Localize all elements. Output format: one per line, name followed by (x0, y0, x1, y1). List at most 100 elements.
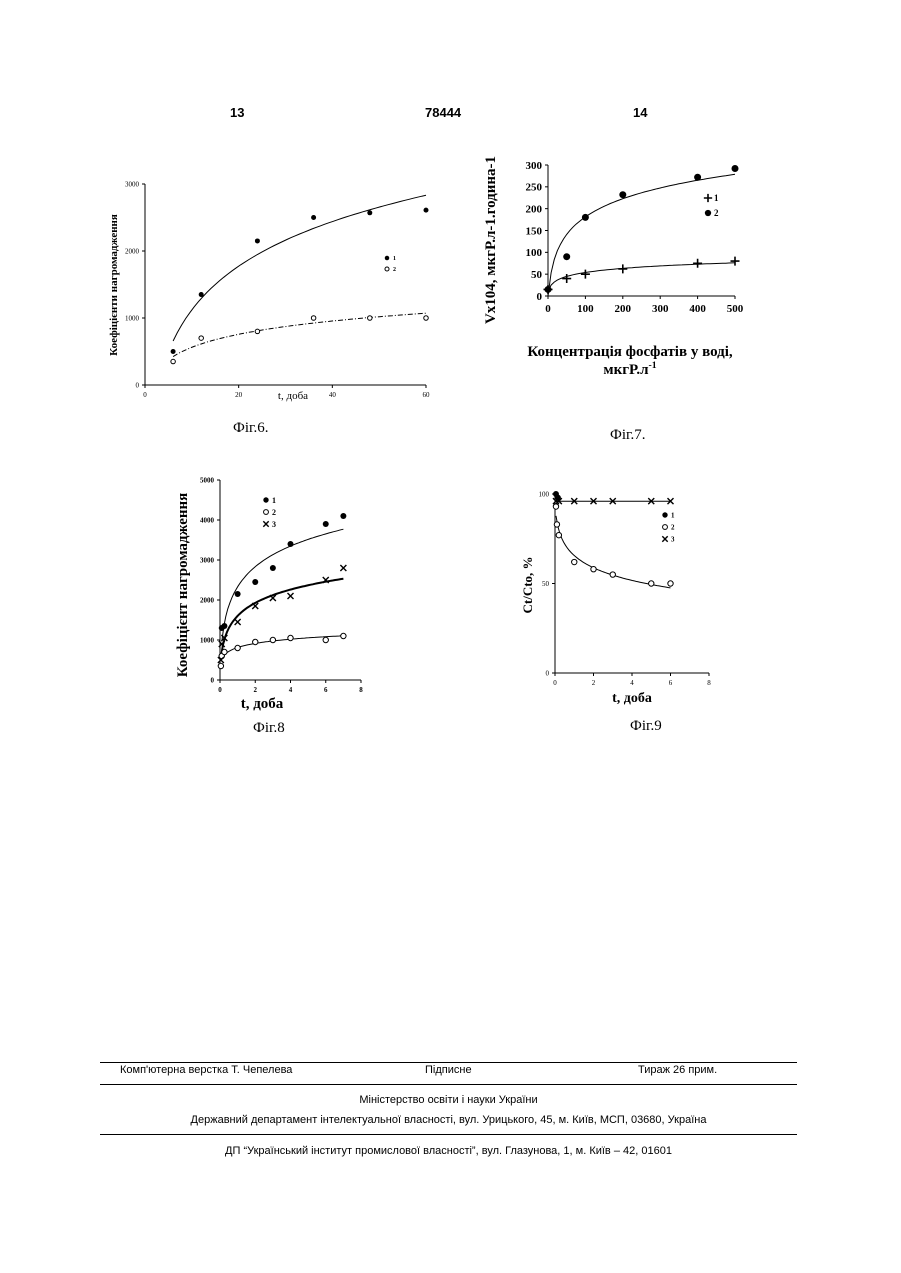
x-tick-label: 0 (218, 686, 222, 694)
x-tick-label: 500 (727, 303, 744, 315)
data-point (255, 238, 260, 243)
figure-6-caption: Фіг.6. (233, 420, 268, 437)
data-point (572, 559, 577, 564)
x-tick-label: 8 (359, 686, 363, 694)
data-point (199, 336, 204, 341)
x-tick-label: 100 (577, 303, 594, 315)
y-tick-label: 100 (539, 490, 550, 498)
y-tick-label: 3000 (200, 556, 215, 564)
data-point (554, 522, 559, 527)
data-point (323, 521, 329, 527)
footer-rule-middle (100, 1084, 797, 1085)
data-point (270, 637, 275, 642)
legend-marker-2 (663, 525, 668, 530)
data-point (619, 191, 626, 198)
data-point (311, 215, 316, 220)
y-tick-label: 200 (526, 204, 543, 216)
data-point (288, 635, 293, 640)
data-point (424, 208, 429, 213)
x-tick-label: 0 (553, 679, 557, 687)
y-tick-label: 4000 (200, 516, 215, 524)
x-tick-label: 4 (630, 679, 634, 687)
data-point (218, 663, 223, 668)
data-point (367, 210, 372, 215)
legend-marker-1 (263, 497, 268, 502)
x-axis-label: t, доба (241, 696, 284, 712)
x-tick-label: 20 (235, 391, 243, 399)
x-axis-label: t, доба (278, 390, 308, 402)
data-point (668, 581, 673, 586)
footer-rule-top (100, 1062, 797, 1063)
data-point (171, 349, 176, 354)
legend-label-1: 1 (714, 193, 719, 203)
figure-9-caption: Фіг.9 (630, 718, 662, 735)
data-point (553, 504, 558, 509)
y-tick-label: 50 (531, 269, 543, 281)
footer-subscription: Підписне (425, 1064, 472, 1076)
x-tick-label: 0 (545, 303, 551, 315)
y-tick-label: 0 (211, 676, 215, 684)
footer-typesetter: Комп'ютерна верстка Т. Чепелева (120, 1064, 292, 1076)
data-point (610, 572, 615, 577)
page-number-right: 14 (633, 105, 647, 120)
y-tick-label: 2000 (200, 596, 215, 604)
footer-rule-bottom (100, 1134, 797, 1135)
legend-label-2: 2 (393, 267, 396, 273)
x-tick-label: 4 (289, 686, 293, 694)
y-tick-label: 3000 (125, 180, 140, 188)
data-point (618, 264, 627, 273)
figure-7-chart: 010020030040050005010015020025030012Конц… (470, 150, 770, 410)
data-point (255, 329, 260, 334)
y-tick-label: 250 (526, 182, 543, 194)
legend-marker-1 (662, 512, 667, 517)
legend-label-1: 1 (272, 496, 276, 505)
legend-marker-3 (263, 521, 268, 526)
y-tick-label: 1000 (200, 636, 215, 644)
legend-label-3: 3 (671, 535, 675, 543)
legend-marker-1 (704, 194, 712, 202)
legend-marker-3 (662, 536, 667, 541)
data-point (424, 316, 429, 321)
figure-9-chart: 02468050100123t, добаСt/Сto, % (510, 480, 730, 720)
data-point (732, 165, 739, 172)
y-axis-label: Коефіцієнти нагромадження (108, 214, 120, 356)
data-point (171, 359, 176, 364)
page-number-left: 13 (230, 105, 244, 120)
y-axis-label: Коефіцієнт нагромадження (175, 493, 191, 678)
data-point (556, 532, 561, 537)
data-point (340, 565, 346, 571)
y-tick-label: 300 (526, 160, 543, 172)
legend-marker-2 (385, 267, 389, 271)
data-point (545, 286, 552, 293)
legend-marker-2 (705, 210, 711, 216)
legend-label-2: 2 (714, 208, 719, 218)
data-point (694, 174, 701, 181)
series-2 (545, 165, 739, 293)
x-tick-label: 400 (689, 303, 706, 315)
fit-curve-series-2 (548, 174, 735, 296)
y-tick-label: 50 (542, 580, 550, 588)
series-2 (218, 633, 346, 668)
y-tick-label: 100 (526, 247, 543, 259)
legend-label-2: 2 (272, 508, 276, 517)
data-point (582, 214, 589, 221)
data-point (731, 257, 740, 266)
legend-label-2: 2 (671, 523, 675, 531)
y-tick-label: 2000 (125, 247, 140, 255)
y-axis-label: Сt/Сto, % (520, 556, 535, 613)
x-tick-label: 0 (143, 391, 147, 399)
data-point (649, 581, 654, 586)
fit-curve-series-1 (548, 263, 735, 291)
x-tick-label: 6 (324, 686, 328, 694)
data-point (323, 637, 328, 642)
data-point (253, 639, 258, 644)
data-point (235, 645, 240, 650)
data-point (235, 591, 241, 597)
data-point (563, 253, 570, 260)
data-point (252, 579, 258, 585)
footer-department: Державний департамент інтелектуальної вл… (100, 1114, 797, 1126)
legend-label-3: 3 (272, 520, 276, 529)
y-tick-label: 1000 (125, 314, 140, 322)
data-point (221, 623, 227, 629)
data-point (270, 565, 276, 571)
